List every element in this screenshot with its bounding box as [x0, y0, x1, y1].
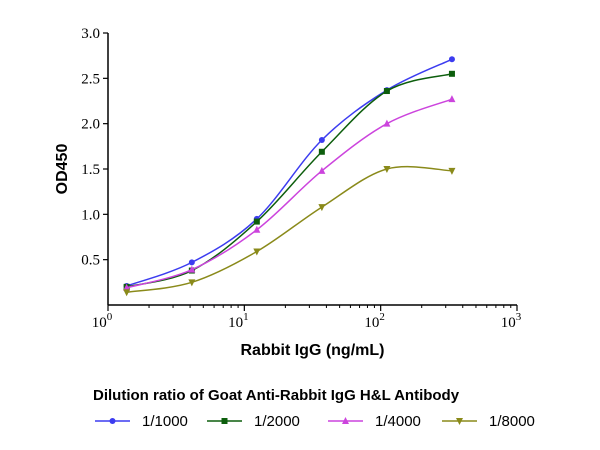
legend-item: 1/4000 [328, 413, 421, 430]
data-point [318, 136, 325, 143]
y-tick-label: 1.0 [81, 207, 100, 223]
series-1-8000 [123, 165, 456, 297]
data-point [383, 166, 391, 173]
legend-item: 1/1000 [95, 413, 188, 430]
y-axis-label: OD450 [54, 144, 71, 195]
data-point [383, 88, 390, 95]
y-tick-label: 3.0 [81, 26, 100, 42]
x-axis-label: Rabbit IgG (ng/mL) [241, 342, 385, 359]
series-1-1000 [123, 56, 455, 289]
series-line [126, 165, 452, 294]
series-line [126, 58, 453, 287]
data-point [188, 265, 196, 273]
legend-marker [221, 418, 228, 424]
data-point [188, 259, 195, 266]
legend-label: 1/2000 [254, 413, 300, 430]
legend-item: 1/2000 [207, 413, 300, 430]
x-tick-label: 103 [501, 311, 522, 331]
data-point [448, 95, 456, 103]
data-point [123, 283, 131, 291]
data-point [253, 225, 261, 233]
y-tick-label: 1.5 [81, 162, 100, 178]
y-tick-label: 0.5 [81, 253, 100, 269]
data-point [448, 56, 455, 63]
legend-label: 1/4000 [375, 413, 421, 430]
data-point [383, 119, 391, 127]
series-line [126, 98, 453, 289]
data-point [318, 166, 326, 174]
series-1-4000 [123, 95, 456, 291]
y-tick-label: 2.0 [81, 117, 100, 133]
data-point [448, 70, 455, 77]
x-tick-label: 101 [228, 311, 249, 331]
legend-marker [109, 418, 116, 424]
x-tick-label: 102 [364, 311, 385, 331]
legend-label: 1/8000 [489, 413, 535, 430]
data-point [318, 204, 326, 212]
legend-item: 1/8000 [442, 413, 535, 430]
x-tick-label: 100 [92, 311, 113, 331]
y-tick-label: 2.5 [81, 71, 100, 87]
data-point [253, 248, 261, 256]
data-point [123, 289, 131, 297]
legend-marker [456, 418, 463, 425]
legend-label: 1/1000 [142, 413, 188, 430]
legend-marker [342, 417, 349, 424]
legend-title: Dilution ratio of Goat Anti-Rabbit IgG H… [93, 387, 460, 404]
data-point [253, 218, 260, 225]
data-point [318, 148, 325, 155]
data-point [188, 279, 196, 287]
data-point [448, 167, 456, 175]
